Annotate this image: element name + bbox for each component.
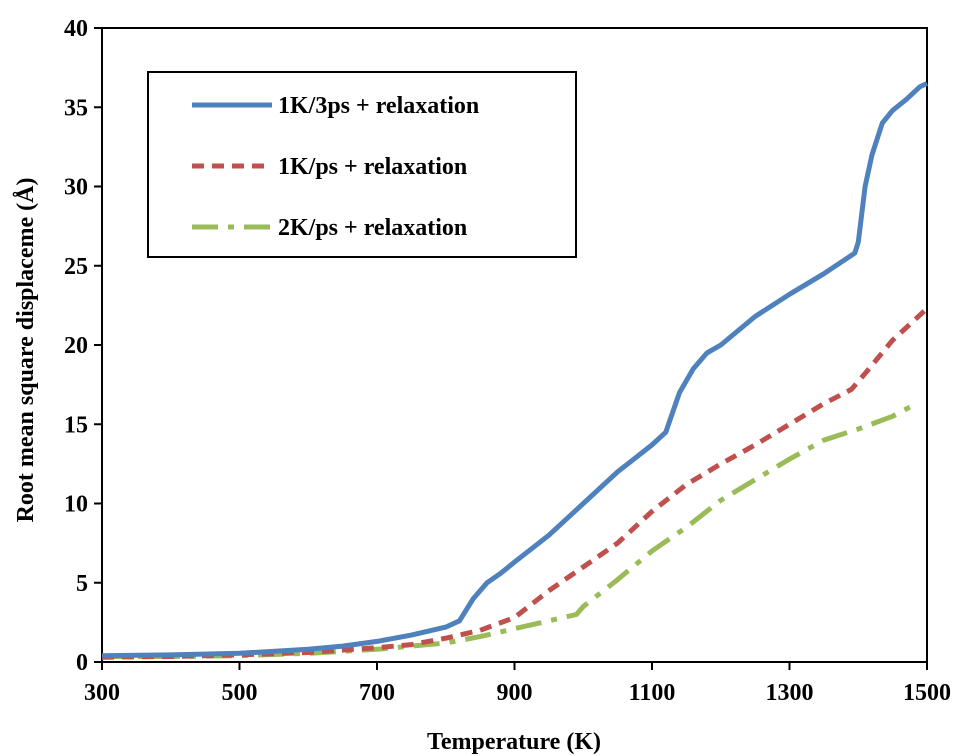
y-tick-label: 20 <box>64 333 88 359</box>
x-tick-label: 1100 <box>629 680 676 706</box>
y-tick-label: 5 <box>76 571 88 597</box>
x-tick-label: 1500 <box>903 680 951 706</box>
legend-label-2k-ps: 2K/ps + relaxation <box>278 215 467 241</box>
x-tick-label: 1300 <box>766 680 814 706</box>
y-tick-label: 15 <box>64 412 88 438</box>
series-line-1 <box>101 306 929 660</box>
y-tick-label: 35 <box>64 95 88 121</box>
legend-label-1k-ps: 1K/ps + relaxation <box>278 154 467 180</box>
y-tick-label: 25 <box>64 254 88 280</box>
legend: 1K/3ps + relaxation 1K/ps + relaxation 2… <box>147 71 577 258</box>
y-tick-label: 40 <box>64 16 88 42</box>
y-tick-label: 30 <box>64 175 88 201</box>
x-tick-label: 700 <box>359 680 395 706</box>
series-layer <box>101 81 929 660</box>
y-axis: 0 5 10 15 20 25 30 35 40 <box>64 16 102 676</box>
x-axis: 300 500 700 900 1100 1300 1500 <box>84 662 951 706</box>
y-axis-title: Root mean square displaceme (Å) <box>13 178 39 523</box>
series-line-2 <box>102 402 915 659</box>
legend-label-1k-3ps: 1K/3ps + relaxation <box>278 93 479 119</box>
x-tick-label: 900 <box>497 680 533 706</box>
x-axis-title: Temperature (K) <box>427 729 601 755</box>
y-tick-label: 0 <box>76 650 88 676</box>
y-tick-label: 10 <box>64 492 88 518</box>
x-tick-label: 500 <box>222 680 258 706</box>
x-tick-label: 300 <box>84 680 120 706</box>
series-line-0 <box>101 81 929 659</box>
